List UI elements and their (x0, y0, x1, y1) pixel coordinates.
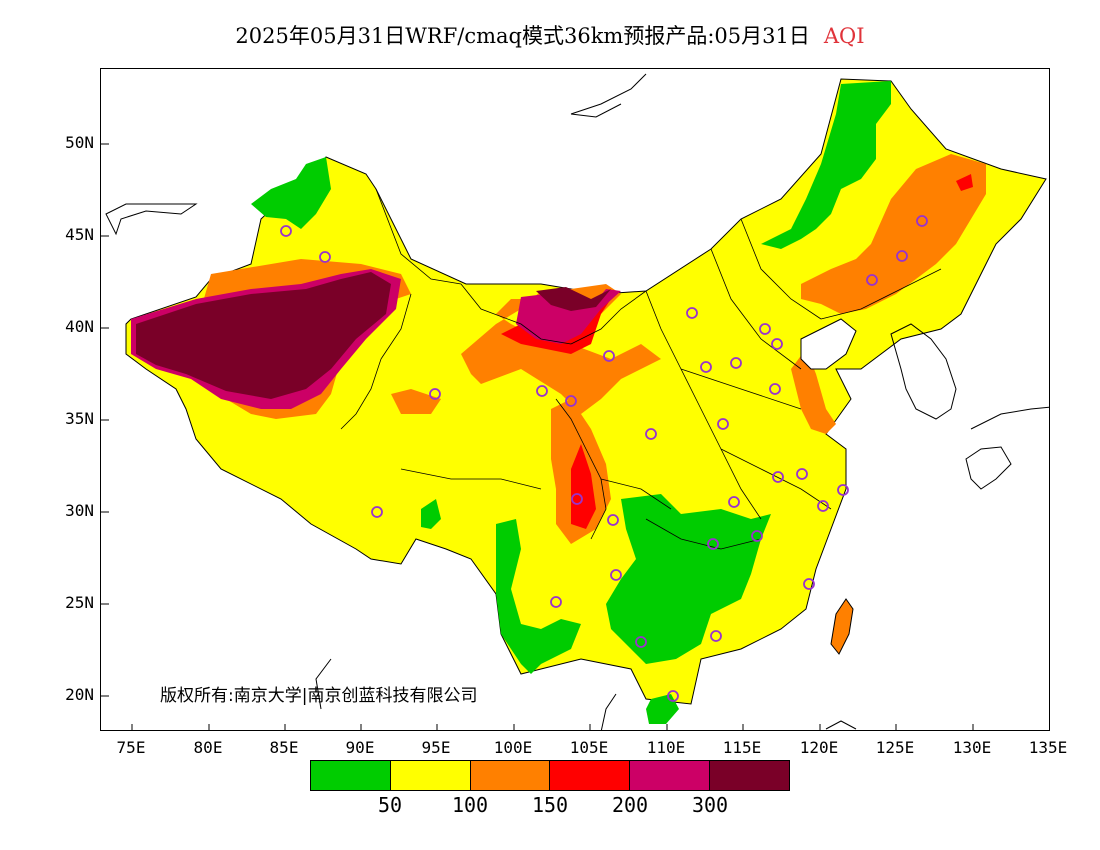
aqi-region-green-northwest (251, 157, 331, 229)
aqi-region-red-north (501, 291, 616, 354)
colorbar-cell-3 (550, 761, 631, 790)
lon-label-100e: 100E (493, 738, 533, 757)
aqi-region-red-northeast (956, 174, 973, 191)
colorbar-label-100: 100 (451, 793, 489, 817)
lat-label-40n: 40N (65, 317, 94, 336)
pollutant-label: AQI (823, 24, 865, 48)
aqi-region-green-tibet (421, 499, 441, 529)
colorbar-cell-2 (470, 761, 551, 790)
colorbar-cell-4 (630, 761, 711, 790)
aqi-region-orange-northeast (801, 154, 986, 314)
aqi-map (101, 73, 1049, 730)
copyright-text: 版权所有:南京大学|南京创蓝科技有限公司 (160, 686, 478, 706)
aqi-colorbar (310, 760, 790, 791)
lon-label-80e: 80E (193, 738, 223, 757)
aqi-region-green-hainan (646, 694, 679, 724)
map-frame (100, 68, 1050, 731)
colorbar-label-150: 150 (531, 793, 569, 817)
lat-ticks (101, 143, 109, 697)
lat-label-35n: 35N (65, 409, 94, 428)
aqi-region-orange-east-coast (791, 349, 836, 434)
lat-label-25n: 25N (65, 593, 94, 612)
aqi-region-orange-small-1 (391, 389, 441, 414)
lon-label-130e: 130E (952, 738, 992, 757)
map-title: 2025年05月31日WRF/cmaq模式36km预报产品:05月31日 AQI (0, 20, 1100, 50)
colorbar-label-200: 200 (611, 793, 649, 817)
aqi-region-red-sichuan (571, 444, 596, 529)
aqi-region-maroon-inner-mongolia (536, 287, 611, 311)
lat-label-50n: 50N (65, 133, 94, 152)
lat-label-45n: 45N (65, 225, 94, 244)
lon-label-75e: 75E (116, 738, 146, 757)
lon-label-125e: 125E (875, 738, 915, 757)
aqi-region-green-southwest (496, 519, 581, 674)
korea-outline (890, 323, 957, 420)
southeast-asia-coast (315, 658, 857, 730)
lat-label-30n: 30N (65, 501, 94, 520)
bohai-bay (800, 318, 857, 370)
lon-label-135e: 135E (1028, 738, 1068, 757)
lon-label-115e: 115E (722, 738, 762, 757)
lon-label-90e: 90E (345, 738, 375, 757)
lon-label-110e: 110E (646, 738, 686, 757)
balkhash-outline (105, 203, 198, 236)
taiwan-outline (830, 598, 854, 655)
lon-label-105e: 105E (569, 738, 609, 757)
lon-label-95e: 95E (421, 738, 451, 757)
japan-outline (965, 406, 1049, 490)
baikal-outline (570, 73, 647, 118)
lon-ticks (131, 724, 974, 730)
station-markers (280, 215, 928, 702)
lon-label-85e: 85E (269, 738, 299, 757)
province-borders (340, 188, 942, 550)
title-text: 2025年05月31日WRF/cmaq模式36km预报产品:05月31日 (235, 24, 810, 48)
lat-label-20n: 20N (65, 685, 94, 704)
colorbar-cell-5 (710, 761, 789, 790)
lon-label-120e: 120E (799, 738, 839, 757)
colorbar-cell-0 (311, 761, 391, 790)
colorbar-cell-1 (390, 761, 471, 790)
colorbar-label-50: 50 (377, 793, 403, 817)
aqi-region-green-northeast (761, 81, 891, 249)
aqi-region-green-south (606, 494, 771, 664)
colorbar-label-300: 300 (691, 793, 729, 817)
aqi-region-maroon-taklimakan (136, 272, 391, 399)
